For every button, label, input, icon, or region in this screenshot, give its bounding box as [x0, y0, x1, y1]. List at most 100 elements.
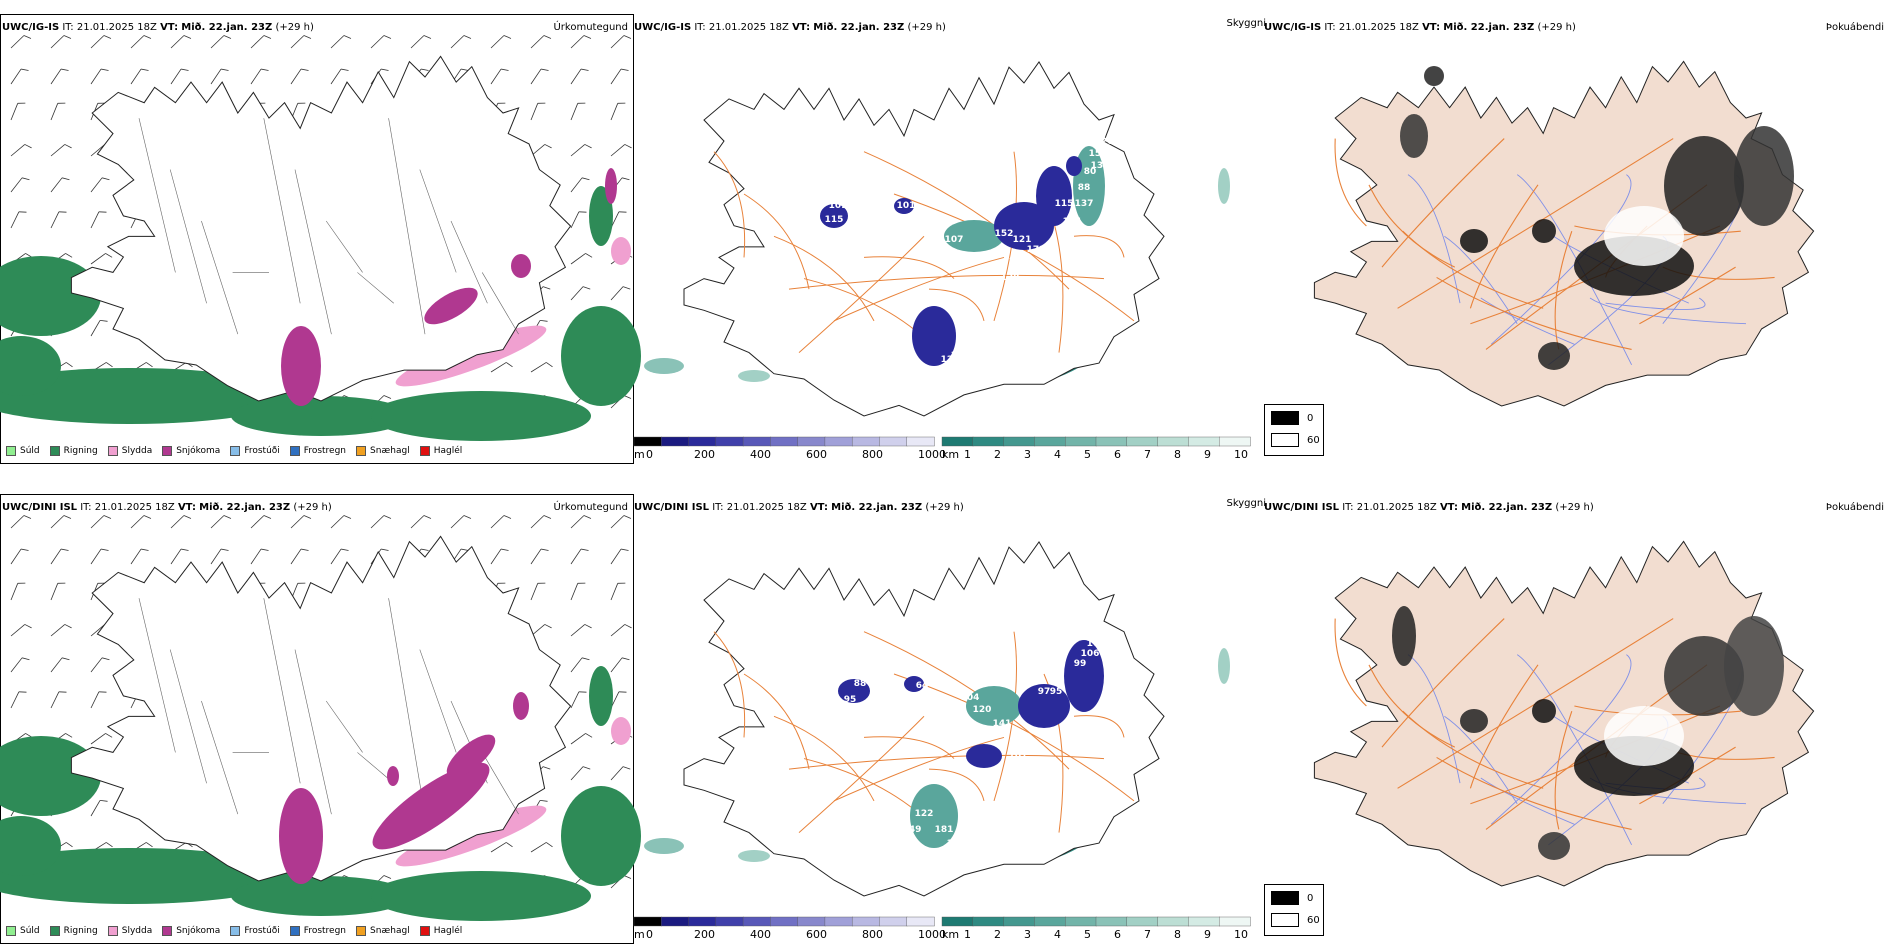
cloud-base-label: 99	[1074, 659, 1087, 669]
cloud-area	[1018, 684, 1070, 728]
wind-barb	[570, 102, 586, 121]
rain-area	[371, 871, 591, 921]
ramp-step	[770, 436, 799, 447]
wind-barb	[290, 35, 312, 49]
cloud-base-colorbar: m 0 200 400 600 800 1000	[633, 916, 946, 947]
river-line	[1589, 297, 1747, 325]
wind-barb	[10, 211, 27, 229]
wind-barb	[90, 733, 113, 745]
contour-line	[294, 649, 332, 815]
visibility-unit: km	[942, 448, 960, 461]
colorbar-tick: 1	[964, 928, 971, 941]
ramp-step	[797, 916, 826, 927]
colorbar-tick: 2	[994, 448, 1001, 461]
legend-item: Haglél	[419, 446, 462, 456]
cloud-base-unit: m	[634, 928, 645, 941]
visibility-colorbar: km 1 2 3 4 5 6 7 8 9 10	[941, 916, 1251, 947]
init-time-label: IT:	[80, 502, 92, 513]
rain-area	[231, 396, 411, 436]
road-line	[1397, 138, 1674, 309]
ramp-step	[906, 436, 935, 447]
colorbar-tick: 0	[646, 448, 653, 461]
ramp-step	[851, 436, 881, 447]
wind-barb	[90, 35, 112, 49]
fog-legend-label: 60	[1307, 914, 1320, 926]
cloud-base-label: 115	[1055, 199, 1074, 209]
valid-time: Mið. 22.jan. 23Z	[199, 502, 291, 513]
wind-barb	[170, 35, 192, 49]
snow-area	[372, 762, 490, 850]
legend-item: Frostúði	[230, 446, 280, 456]
ramp-step	[688, 436, 717, 447]
cloud-base-label: 151	[945, 859, 964, 869]
ramp-step	[1157, 436, 1190, 447]
valid-time: Mið. 22.jan. 23Z	[1461, 502, 1553, 513]
legend-label: Haglél	[433, 926, 463, 936]
low-visibility-area	[644, 838, 684, 854]
legend-swatch	[419, 926, 430, 936]
contour-line	[388, 598, 426, 815]
wind-barb	[250, 548, 269, 565]
snow-area	[605, 168, 617, 204]
wind-barb	[450, 35, 472, 49]
contour-line	[169, 169, 207, 304]
ramp-step	[824, 916, 853, 927]
contour-line	[201, 700, 239, 815]
wind-barb	[610, 766, 631, 781]
road-line	[863, 151, 1070, 290]
colorbar-tick: 200	[694, 928, 715, 941]
valid-time: Mið. 22.jan. 23Z	[1443, 22, 1535, 33]
cloud-base-unit: m	[634, 448, 645, 461]
valid-time-label: VT:	[1422, 22, 1441, 33]
fog-title: Þokuábendi	[1825, 502, 1884, 513]
cloud-base-label: 178	[1027, 245, 1046, 255]
wind-barb	[530, 548, 549, 565]
legend-swatch	[356, 446, 367, 456]
model-name: UWC/IG-IS	[634, 22, 692, 33]
cloud-base-label: 101	[897, 201, 916, 211]
legend-swatch	[6, 926, 16, 936]
cloud-visibility-panel: UWC/IG-IS IT: 21.01.2025 18Z VT: Mið. 22…	[633, 0, 1324, 470]
cloud-base-label: 64	[916, 681, 929, 691]
panel-header: UWC/DINI ISL IT: 21.01.2025 18Z VT: Mið.…	[2, 502, 332, 514]
wind-barb	[570, 177, 590, 193]
wind-barb	[130, 68, 149, 85]
valid-time: Mið. 22.jan. 23Z	[813, 22, 905, 33]
cloud-base-label: 137	[1075, 199, 1094, 209]
contour-line	[169, 649, 207, 784]
legend-swatch	[107, 926, 118, 936]
river-line	[1480, 297, 1575, 345]
ramp-step	[770, 916, 799, 927]
fog-area	[1604, 206, 1684, 266]
cloud-area	[944, 220, 1004, 252]
wind-barb	[90, 177, 110, 193]
cloud-area	[1036, 166, 1072, 226]
wind-barb	[410, 35, 432, 49]
ramp-step	[1157, 916, 1190, 927]
ramp-step	[1095, 916, 1128, 927]
wind-barb	[570, 657, 590, 673]
wind-barb	[330, 35, 352, 49]
snow-area	[511, 254, 531, 278]
wind-barb	[570, 548, 589, 565]
init-time: 21.01.2025 18Z	[1356, 502, 1437, 513]
fog-legend-label: 60	[1307, 434, 1320, 446]
colorbar-tick: 5	[1084, 928, 1091, 941]
ramp-step	[972, 916, 1005, 927]
wind-barb	[570, 253, 593, 265]
cloud-base-label: 161	[947, 839, 966, 849]
rain-area	[0, 336, 61, 396]
ramp-step	[879, 436, 908, 447]
river-line	[1407, 174, 1461, 304]
wind-barb	[450, 515, 472, 529]
wind-barb	[370, 35, 392, 49]
road-line	[713, 631, 746, 738]
road-line	[928, 768, 985, 801]
legend-item: Frostregn	[289, 926, 346, 936]
iceland-coastline	[1313, 540, 1815, 887]
cloud-area	[966, 686, 1022, 726]
legend-swatch	[419, 446, 430, 456]
wind-barb	[50, 35, 72, 49]
colorbar-tick: 600	[806, 448, 827, 461]
